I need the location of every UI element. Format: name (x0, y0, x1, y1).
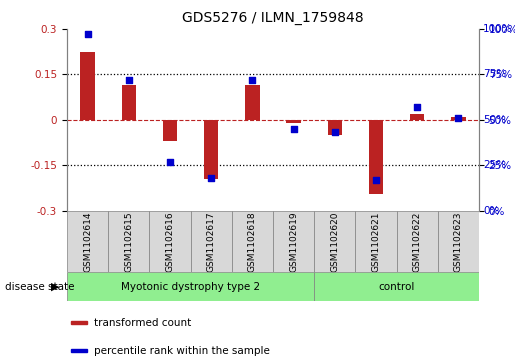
Point (331, 130, 339, 135)
Text: 50%: 50% (483, 115, 506, 125)
Bar (314, 272, 479, 301)
Bar (122, 85, 136, 120)
Bar (438, 211, 479, 272)
Point (289, 126, 298, 132)
Bar (369, 120, 383, 194)
Bar (191, 211, 232, 272)
Text: GSM1102619: GSM1102619 (289, 211, 298, 272)
Bar (355, 211, 397, 272)
Bar (410, 114, 424, 120)
Point (248, 77, 256, 83)
Point (413, 104, 421, 110)
Text: GSM1102616: GSM1102616 (165, 211, 175, 272)
Point (372, 177, 380, 183)
Text: GSM1102615: GSM1102615 (124, 211, 133, 272)
Bar (204, 120, 218, 179)
Point (125, 77, 133, 83)
Text: GSM1102618: GSM1102618 (248, 211, 257, 272)
Bar (71, 349, 87, 352)
Point (166, 159, 174, 164)
Text: percentile rank within the sample: percentile rank within the sample (94, 346, 270, 356)
Point (207, 175, 215, 181)
Bar (314, 211, 355, 272)
Bar (232, 211, 273, 272)
Text: control: control (379, 282, 415, 292)
Text: 75%: 75% (483, 69, 506, 79)
Text: disease state: disease state (5, 282, 75, 292)
Bar (108, 211, 149, 272)
Text: GSM1102614: GSM1102614 (83, 211, 92, 272)
Text: GSM1102617: GSM1102617 (207, 211, 216, 272)
Text: 100%: 100% (483, 24, 512, 34)
Bar (80, 52, 95, 120)
Bar (149, 211, 191, 272)
Bar (397, 211, 438, 272)
Text: Myotonic dystrophy type 2: Myotonic dystrophy type 2 (121, 282, 260, 292)
Title: GDS5276 / ILMN_1759848: GDS5276 / ILMN_1759848 (182, 11, 364, 25)
Text: ▶: ▶ (50, 282, 59, 292)
Text: GSM1102620: GSM1102620 (330, 211, 339, 272)
Bar (286, 120, 301, 123)
Point (83, 32, 92, 37)
Text: GSM1102623: GSM1102623 (454, 211, 463, 272)
Text: GSM1102622: GSM1102622 (413, 211, 422, 272)
Text: transformed count: transformed count (94, 318, 191, 328)
Text: 0%: 0% (483, 205, 500, 216)
Bar (163, 120, 177, 141)
Bar (67, 211, 108, 272)
Text: 25%: 25% (483, 160, 506, 170)
Bar (328, 120, 342, 135)
Bar (71, 321, 87, 325)
Bar (245, 85, 260, 120)
Point (454, 115, 462, 121)
Text: GSM1102621: GSM1102621 (371, 211, 381, 272)
Bar (273, 211, 314, 272)
Bar (451, 117, 466, 120)
Bar (67, 272, 314, 301)
